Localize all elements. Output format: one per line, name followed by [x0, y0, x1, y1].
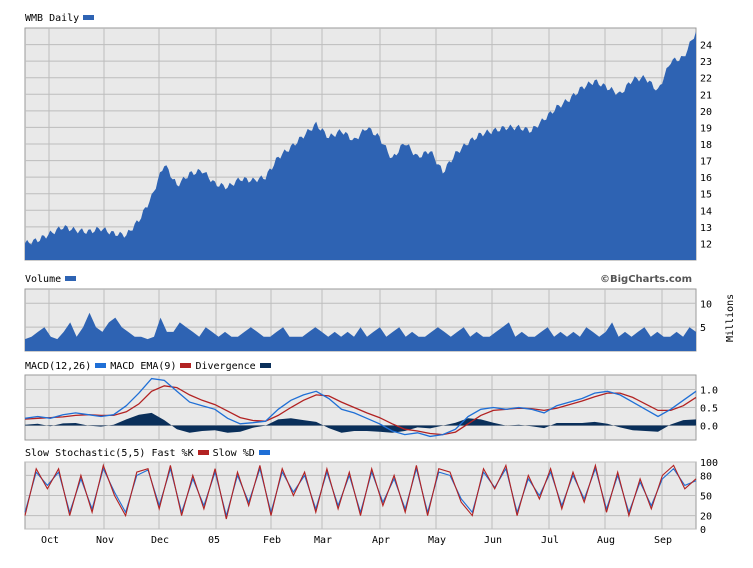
macd-legend-swatch [95, 363, 107, 368]
x-axis-label: Mar [314, 535, 332, 546]
stoch-ytick-label: 20 [700, 512, 712, 523]
macd-ytick-label: 0.5 [700, 404, 718, 415]
fast-k-line [24, 463, 697, 520]
volume-legend-swatch [65, 276, 77, 281]
price-ytick-label: 20 [700, 107, 712, 118]
macd-title-2: MACD EMA(9) [110, 361, 177, 372]
price-ytick-label: 19 [700, 123, 712, 134]
macd-title-1: MACD(12,26) [25, 361, 92, 372]
stoch-panel-title: Slow Stochastic(5,5) Fast %K Slow %D [25, 448, 274, 459]
price-panel-title: WMB Daily [25, 13, 98, 24]
price-ytick-label: 13 [700, 223, 712, 234]
price-ytick-label: 24 [700, 41, 712, 52]
x-axis-label: Jul [541, 535, 559, 546]
price-title-text: WMB Daily [25, 13, 80, 24]
volume-ytick-label: 10 [700, 299, 712, 310]
volume-area [25, 312, 696, 351]
price-ytick-label: 17 [700, 157, 712, 168]
price-ytick-label: 16 [700, 173, 712, 184]
macd-panel-title: MACD(12,26) MACD EMA(9) Divergence [25, 361, 275, 372]
x-axis-label: Dec [151, 535, 169, 546]
slow-d-line [24, 466, 697, 518]
macd-title-3: Divergence [195, 361, 256, 372]
x-axis-label: Sep [654, 535, 672, 546]
volume-title-text: Volume [25, 274, 62, 285]
macd-ytick-label: 1.0 [700, 385, 718, 396]
stoch-title-1: Slow Stochastic(5,5) [25, 448, 146, 459]
stoch-ytick-label: 100 [700, 458, 718, 469]
price-legend-swatch [83, 15, 95, 20]
price-ytick-label: 22 [700, 74, 712, 85]
macd-ytick-label: 0.0 [700, 422, 718, 433]
price-ytick-label: 14 [700, 206, 712, 217]
price-ytick-label: 15 [700, 190, 712, 201]
bigcharts-watermark: ©BigCharts.com [600, 274, 693, 285]
x-axis-label: Feb [263, 535, 281, 546]
price-ytick-label: 23 [700, 57, 712, 68]
stoch-ytick-label: 50 [700, 492, 712, 503]
slowd-legend-swatch [258, 450, 270, 455]
x-axis-label: Oct [41, 535, 59, 546]
x-axis-label: Jun [484, 535, 502, 546]
price-ytick-label: 12 [700, 239, 712, 250]
fastk-legend-swatch [197, 450, 209, 455]
x-axis-label: Aug [597, 535, 615, 546]
price-area [25, 31, 696, 260]
x-axis-label: Apr [372, 535, 390, 546]
stoch-title-3: Slow %D [212, 448, 255, 459]
x-axis-label: Nov [96, 535, 114, 546]
x-axis-label: May [428, 535, 446, 546]
divergence-legend-swatch [259, 363, 271, 368]
volume-ylabel: Millions [725, 294, 736, 342]
price-ytick-label: 21 [700, 90, 712, 101]
price-ytick-label: 18 [700, 140, 712, 151]
volume-ytick-label: 5 [700, 323, 706, 334]
volume-panel-title: Volume [25, 274, 80, 285]
stoch-ytick-label: 0 [700, 525, 706, 536]
stoch-ytick-label: 80 [700, 471, 712, 482]
macd-ema-line [24, 385, 697, 436]
x-axis-label: 05 [208, 535, 220, 546]
stoch-title-2: Fast %K [151, 448, 194, 459]
macd-line [24, 377, 697, 438]
macd-divergence-area [25, 412, 696, 433]
ema-legend-swatch [180, 363, 192, 368]
